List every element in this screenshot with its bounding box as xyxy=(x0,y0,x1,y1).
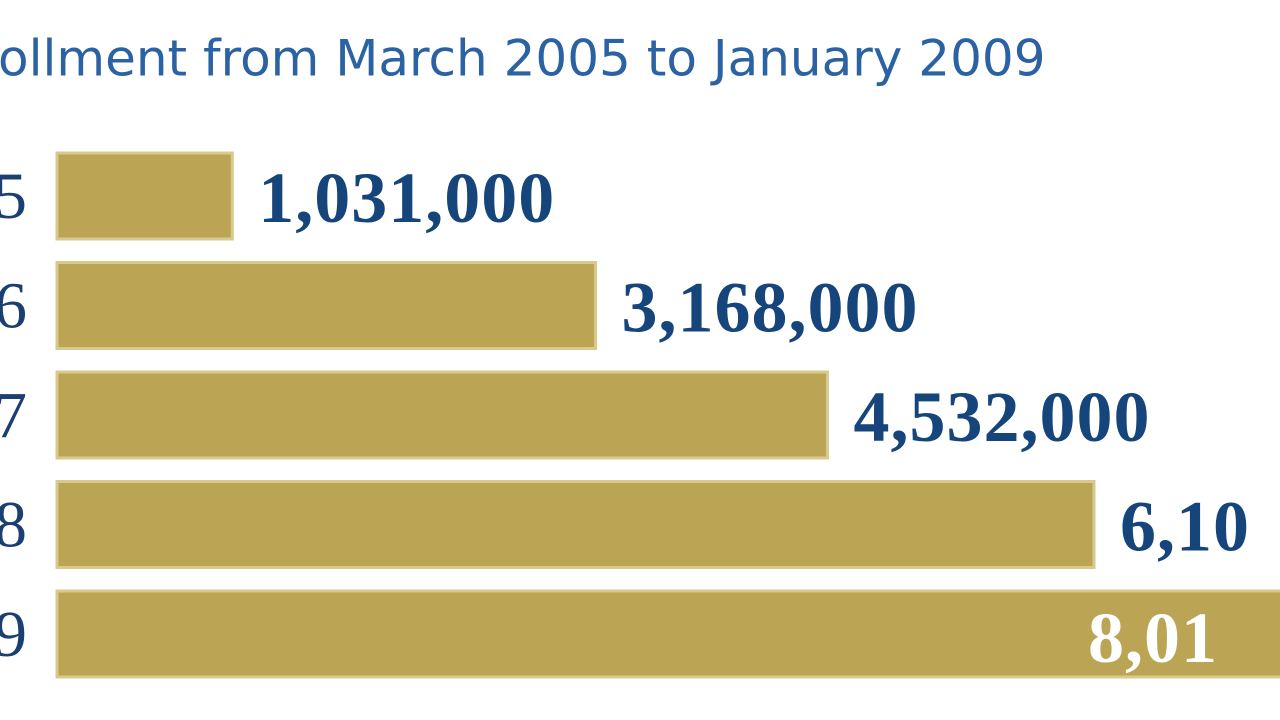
value-label: 4,532,000 xyxy=(853,377,1150,457)
chart-title: ollment from March 2005 to January 2009 xyxy=(0,30,1046,88)
category-label: 9 xyxy=(0,598,27,671)
bar xyxy=(55,370,829,460)
bar xyxy=(55,261,598,350)
bar xyxy=(55,480,1096,569)
bar xyxy=(55,589,1280,679)
value-label: 1,031,000 xyxy=(258,158,555,238)
category-label: 6 xyxy=(0,270,27,343)
category-label: 8 xyxy=(0,489,27,562)
bar xyxy=(55,151,234,241)
category-label: 7 xyxy=(0,379,27,452)
value-label: 8,01 xyxy=(1088,598,1218,678)
value-label: 6,10 xyxy=(1120,487,1250,567)
category-label: 5 xyxy=(0,160,27,233)
value-label: 3,168,000 xyxy=(622,268,919,348)
